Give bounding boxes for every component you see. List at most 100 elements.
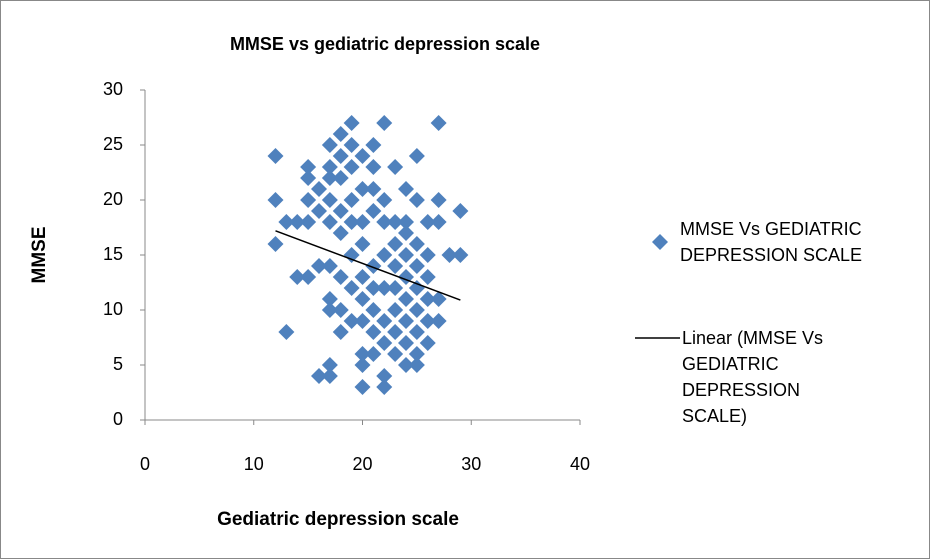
point [267,192,284,208]
point [289,214,306,230]
point [376,214,393,230]
point [387,236,404,252]
point [376,335,393,351]
point [343,159,360,175]
point [430,291,447,307]
point [419,214,436,230]
point [354,357,371,373]
point [321,159,338,175]
x-tick-label: 30 [461,454,481,474]
point [398,214,414,230]
point [332,203,349,219]
point [408,148,425,164]
point [441,247,458,263]
point [300,170,317,186]
point [321,214,338,230]
point [321,192,338,208]
x-tick-label: 10 [244,454,264,474]
point [430,214,447,230]
point [398,357,414,373]
point [419,335,436,351]
point [354,313,371,329]
y-tick-label: 15 [103,244,123,264]
point [387,258,404,274]
point [343,115,360,131]
point [408,357,425,373]
point [408,302,425,318]
point [321,302,338,318]
point [365,137,382,153]
point [311,368,327,384]
point [398,181,414,197]
point [300,214,317,230]
point [267,148,284,164]
point [398,313,414,329]
point [398,247,414,263]
point [343,137,360,153]
y-tick-label: 10 [103,299,123,319]
point [300,159,317,175]
point [430,313,447,329]
point [311,181,327,197]
legend-entry: MMSE Vs GEDIATRIC DEPRESSION SCALE [680,219,863,265]
point [408,324,425,340]
point [376,280,393,296]
point [332,269,349,285]
point [419,291,436,307]
point [365,346,382,362]
point [376,368,393,384]
point [300,269,317,285]
point [354,346,371,362]
point [354,291,371,307]
x-tick-label: 0 [140,454,150,474]
point [365,159,382,175]
y-axis-label: MMSE [29,227,50,284]
point [419,313,436,329]
trendline [275,230,461,301]
point [343,313,360,329]
point [343,214,360,230]
point [387,324,404,340]
point [343,280,360,296]
point [387,159,404,175]
point [387,280,404,296]
point [408,280,425,296]
point [430,192,447,208]
point [332,148,349,164]
point [365,258,382,274]
point [321,258,338,274]
point [354,148,371,164]
x-tick-label: 20 [352,454,372,474]
x-axis-label: Gediatric depression scale [217,509,459,530]
point [321,368,338,384]
point [354,181,371,197]
y-tick-label: 5 [113,354,123,374]
y-tick-label: 0 [113,409,123,429]
point [387,214,404,230]
point [387,302,404,318]
chart-title: MMSE vs gediatric depression scale [230,34,540,54]
point [419,269,436,285]
legend-marker [652,234,668,250]
point [430,115,447,131]
point [376,379,393,395]
point [452,247,469,263]
point [289,269,306,285]
point [311,258,327,274]
point [343,192,360,208]
point [321,357,338,373]
point [452,203,469,219]
y-tick-label: 20 [103,189,123,209]
point [332,324,349,340]
point [321,170,338,186]
point [278,214,295,230]
point [321,137,338,153]
point [408,346,425,362]
point [365,280,382,296]
point [321,291,338,307]
point [300,192,317,208]
point [376,247,393,263]
